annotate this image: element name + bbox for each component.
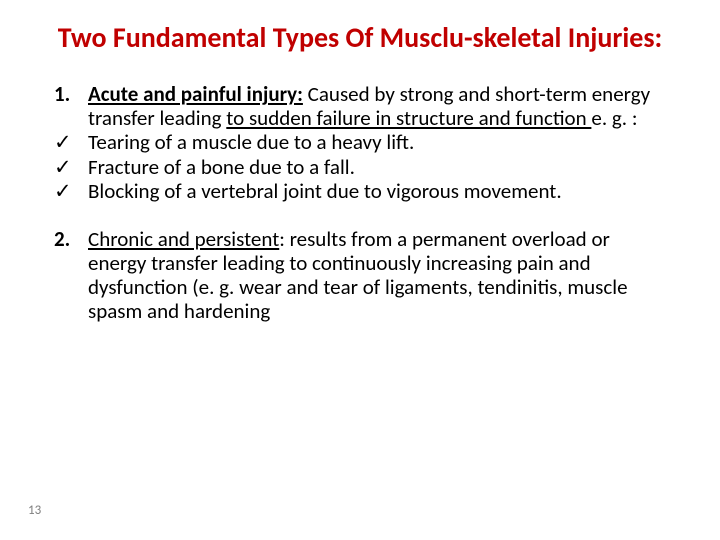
slide: Two Fundamental Types Of Musclu-skeletal… [0,0,720,540]
list-item-1: 1. Acute and painful injury: Caused by s… [50,82,670,130]
item-1-lead: Acute and painful injury: [88,81,303,107]
check-icon: ✓ [50,179,88,203]
item-2-text: Chronic and persistent: results from a p… [88,227,670,324]
item-1-rest3: e. g. : [591,105,637,131]
check-item-1: ✓ Tearing of a muscle due to a heavy lif… [50,130,670,154]
item-2-lead: Chronic and persistent [88,226,279,252]
check-item-2: ✓ Fracture of a bone due to a fall. [50,155,670,179]
check-item-3: ✓ Blocking of a vertebral joint due to v… [50,179,670,203]
item-1-text: Acute and painful injury: Caused by stro… [88,82,670,130]
check-text-2: Fracture of a bone due to a fall. [88,155,670,179]
check-text-1: Tearing of a muscle due to a heavy lift. [88,130,670,154]
check-icon: ✓ [50,155,88,179]
list-item-2: 2. Chronic and persistent: results from … [50,227,670,324]
check-text-3: Blocking of a vertebral joint due to vig… [88,179,670,203]
item-1-rest2: to sudden failure in structure and funct… [226,105,591,131]
item-number-1: 1. [50,82,88,106]
list-block-1: 1. Acute and painful injury: Caused by s… [50,82,670,203]
slide-title: Two Fundamental Types Of Musclu-skeletal… [50,22,670,54]
page-number: 13 [28,503,41,518]
check-icon: ✓ [50,130,88,154]
list-block-2: 2. Chronic and persistent: results from … [50,227,670,324]
item-number-2: 2. [50,227,88,251]
